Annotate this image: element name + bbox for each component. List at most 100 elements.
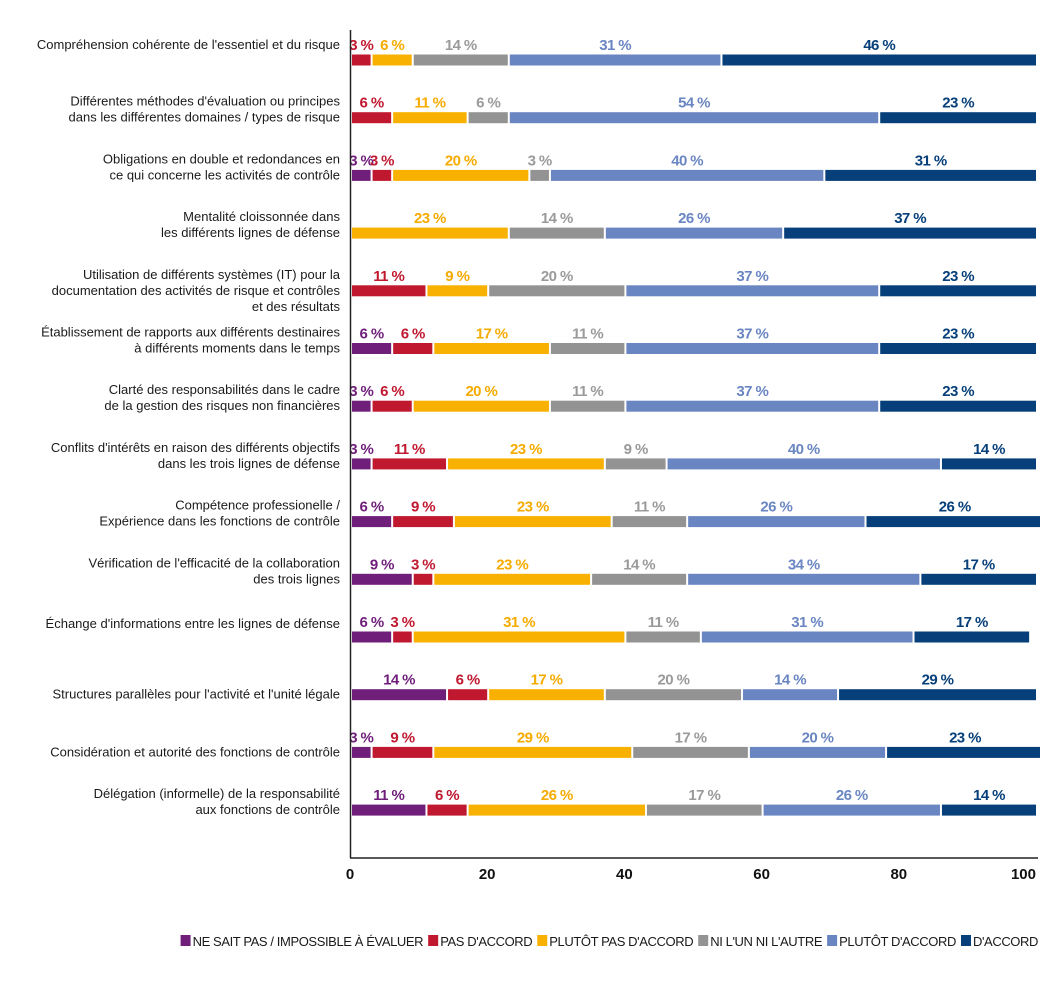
category-label-line: Mentalité cloissonnée dans [183,209,340,224]
category-label: Conflits d'intérêts en raison des différ… [51,440,341,471]
legend-label: D'ACCORD [973,934,1038,949]
bars-layer: 3 % 6 % 14 % 31 % 46 %6 % 11 % 6 % 54 % 23 %3 %3… [349,37,1040,816]
bar-segment [701,631,913,643]
data-label: 14 % [445,37,477,54]
category-label-line: aux fonctions de contrôle [195,802,340,817]
data-label: 40 % [788,441,820,458]
bar-segment [413,400,549,412]
legend-label: NI L'UN NI L'AUTRE [710,934,823,949]
data-label: 3 % [390,614,414,631]
category-label-line: documentation des activités de risque et… [52,283,341,298]
bar-row: 23 % 14 % 26 % 37 % [352,210,1036,239]
bar-segment [393,112,467,124]
bar-segment [372,169,392,181]
bar-row: 11 % 9 % 20 % 37 % 23 % [352,268,1036,297]
bar-segment [448,689,488,701]
data-label: 23 % [496,556,528,573]
data-label: 11 % [414,95,445,112]
data-label: 11 % [634,499,665,516]
bar-row: 3 %3 % 20 % 3 % 40 % 31 % [349,152,1036,181]
data-label: 31 % [791,614,823,631]
x-tick-label: 20 [479,866,496,883]
category-label: Établissement de rapports aux différents… [41,325,340,356]
bar-segment [509,227,604,239]
legend-swatch [537,935,548,946]
data-label: 23 % [942,268,974,285]
bar-segment [393,169,529,181]
bar-segment [454,516,611,528]
bar-segment [880,343,1036,354]
bar-segment [413,573,433,585]
bar-segment [763,804,940,816]
bar-segment [352,804,426,816]
bar-segment [352,400,371,412]
data-label: 14 % [973,787,1005,804]
legend-label: PLUTÔT D'ACCORD [839,934,956,949]
bar-segment [626,400,879,412]
bar-segment [352,169,371,181]
data-label: 23 % [942,383,974,400]
category-label-line: Considération et autorité des fonctions … [50,744,340,759]
data-label: 31 % [503,614,535,631]
category-label-line: Obligations en double et redondances en [103,151,340,166]
bar-segment [468,804,645,816]
bar-segment [530,169,549,181]
bar-segment [352,516,392,528]
data-label: 26 % [939,499,971,516]
bar-segment [468,112,508,124]
data-label: 9 % [370,556,394,573]
data-label: 31 % [915,152,947,169]
bar-row: 6 % 6 % 17 % 11 % 37 % 23 % [352,326,1036,354]
bar-row: 9 % 3 % 23 % 14 % 34 % 17 % [352,556,1036,585]
category-label-line: de la gestion des risques non financière… [104,398,340,413]
bar-segment [372,400,412,412]
bar-segment [605,689,742,701]
category-label-line: Structures parallèles pour l'activité et… [52,687,340,702]
data-label: 6 % [380,383,404,400]
category-label-line: ce qui concerne les activités de contrôl… [109,167,340,182]
data-label: 37 % [736,326,768,343]
data-label: 3 % [411,556,435,573]
data-label: 14 % [383,672,415,689]
data-label: 20 % [802,729,834,746]
data-label: 26 % [760,499,792,516]
bar-row: 14 % 6 % 17 % 20 % 14 % 29 % [352,672,1036,701]
category-label: Délégation (informelle) de la responsabi… [94,786,340,817]
category-label-line: Expérience dans les fonctions de contrôl… [99,514,340,529]
bar-segment [921,573,1036,585]
bar-segment [626,631,700,643]
x-axis-ticks: 0 20 40 60 80 100 [346,866,1036,883]
bar-segment [550,169,824,181]
bar-segment [646,804,762,816]
bar-row: 6 % 9 % 23 % 11 % 26 % 26 % [352,499,1040,528]
bar-segment [839,689,1036,701]
data-label: 46 % [863,37,895,54]
bar-row: 3 % 6 % 20 % 11 % 37 % 23 % [349,383,1036,412]
data-label: 31 % [599,37,631,54]
bar-segment [626,285,879,297]
bar-segment [352,343,392,354]
legend-item: NE SAIT PAS / IMPOSSIBLE À ÉVALUER [180,934,424,949]
bar-segment [880,285,1036,297]
data-label: 11 % [572,326,603,343]
legend-item: NI L'UN NI L'AUTRE [698,934,823,949]
bar-segment [605,458,666,470]
bar-segment [866,516,1040,528]
data-label: 26 % [541,787,573,804]
bar-segment [509,112,879,124]
data-label: 17 % [963,556,995,573]
bar-segment [352,458,371,470]
category-label: Vérification de l'efficacité de la colla… [88,555,340,586]
bar-segment [550,343,625,354]
x-tick-label: 80 [890,866,907,883]
data-label: 11 % [572,383,603,400]
category-label: Échange d'informations entre les lignes … [46,616,340,631]
data-label: 17 % [675,729,707,746]
category-label: Obligations en double et redondances en c… [103,151,340,182]
data-label: 37 % [736,268,768,285]
data-label: 6 % [456,672,480,689]
data-label: 23 % [517,499,549,516]
bar-segment [667,458,940,470]
x-tick-label: 40 [616,866,633,883]
bar-segment [605,227,783,239]
